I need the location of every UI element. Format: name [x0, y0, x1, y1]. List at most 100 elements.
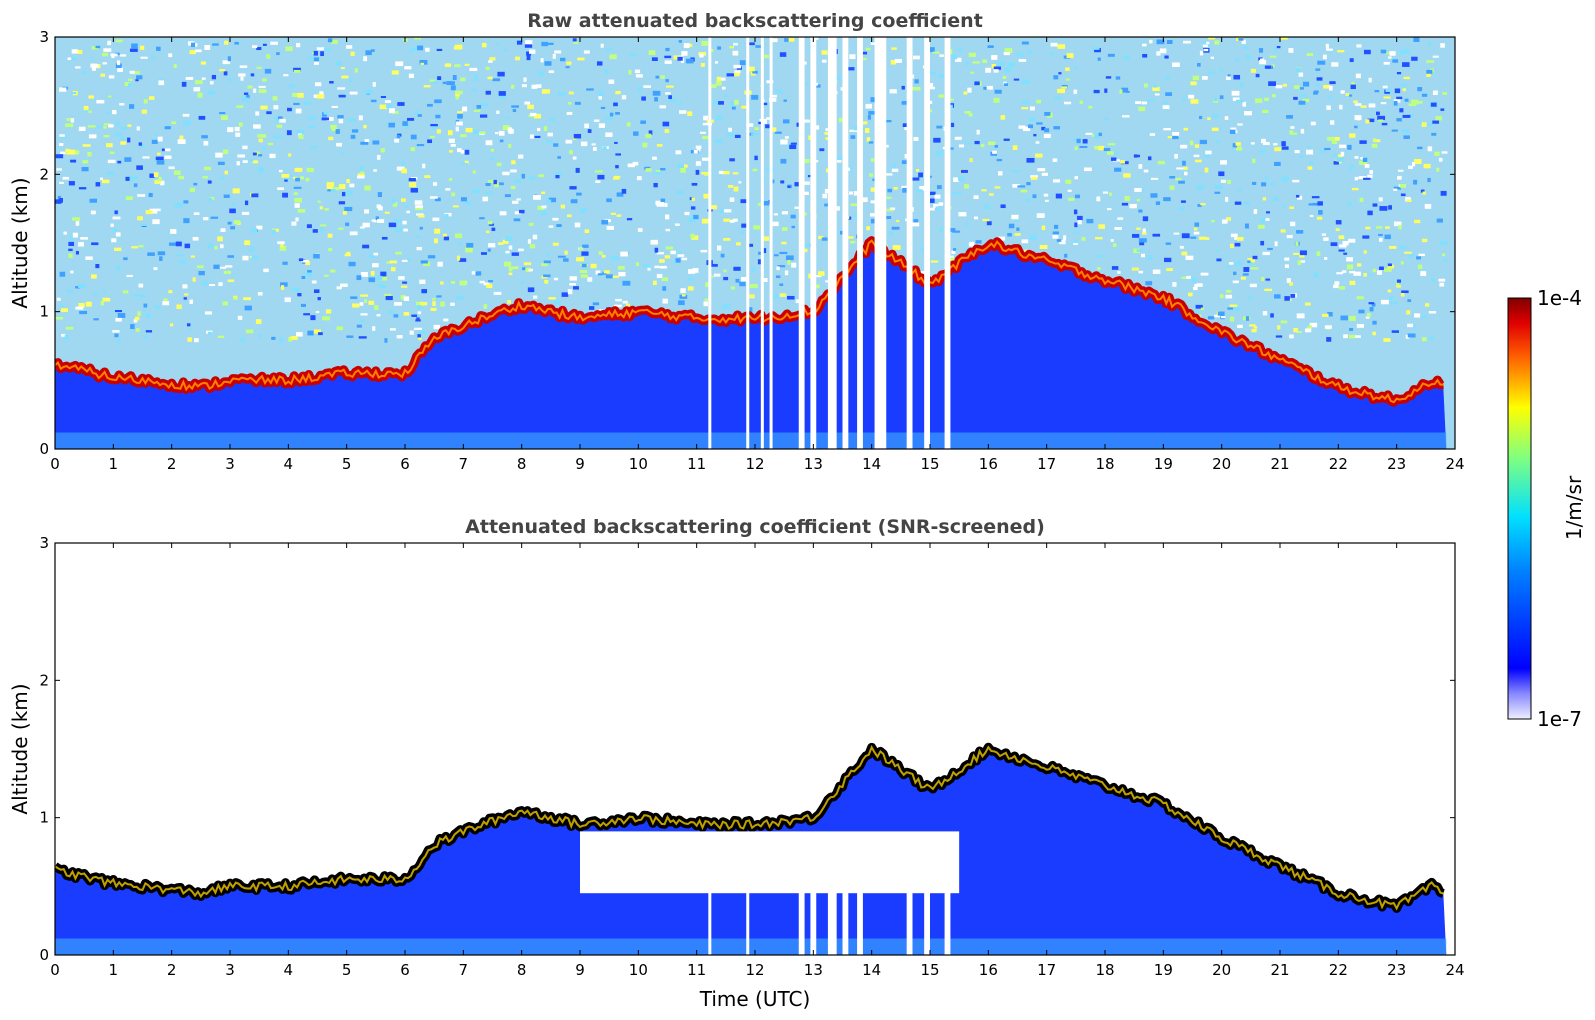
y-tick-label: 1 [39, 303, 49, 321]
x-tick-label: 5 [342, 455, 352, 473]
data-gap [798, 886, 805, 955]
data-gap [798, 37, 805, 449]
data-gap [874, 37, 887, 449]
colorbar: 1e-4 1e-7 1/m/sr [1507, 286, 1586, 731]
x-tick-label: 12 [745, 455, 764, 473]
x-tick-label: 14 [862, 961, 881, 979]
x-tick-label: 20 [1212, 455, 1231, 473]
x-tick-label: 11 [687, 455, 706, 473]
x-tick-label: 22 [1329, 961, 1348, 979]
y-tick-label: 3 [39, 534, 49, 552]
panel-raw: Raw attenuated backscattering coefficien… [8, 10, 1465, 473]
x-tick-label: 8 [517, 961, 527, 979]
data-gap [810, 886, 817, 955]
panel-raw-y-label: Altitude (km) [8, 177, 32, 308]
x-tick-label: 17 [1037, 961, 1056, 979]
data-gap [924, 886, 930, 955]
x-tick-label: 12 [745, 961, 764, 979]
cloud-base-edge [55, 745, 1444, 911]
panel-raw-axes: 0 1 2 3 4 5 6 7 8 9 10 11 12 13 14 15 16 17 18 19 20 21 22 23 24… [39, 28, 1464, 473]
data-gap [769, 37, 773, 449]
x-tick-label: 5 [342, 961, 352, 979]
y-tick-label: 2 [39, 165, 49, 183]
y-tick-label: 0 [39, 946, 49, 964]
x-tick-label: 19 [1154, 961, 1173, 979]
x-tick-label: 13 [804, 961, 823, 979]
x-tick-label: 15 [920, 455, 939, 473]
x-tick-label: 2 [167, 961, 177, 979]
panel-raw-title: Raw attenuated backscattering coefficien… [527, 10, 983, 32]
data-gap [708, 886, 712, 955]
surface-band [55, 432, 1447, 449]
x-tick-label: 0 [50, 961, 60, 979]
x-tick-label: 23 [1387, 455, 1406, 473]
x-tick-label: 14 [862, 455, 881, 473]
x-tick-label: 10 [629, 961, 648, 979]
data-gap [857, 886, 863, 955]
x-tick-label: 8 [517, 455, 527, 473]
data-gap [906, 886, 913, 955]
data-gap [810, 37, 817, 449]
data-gap [760, 37, 764, 449]
x-tick-label: 6 [400, 455, 410, 473]
x-tick-label: 9 [575, 455, 585, 473]
x-tick-label: 7 [459, 961, 469, 979]
x-tick-label: 22 [1329, 455, 1348, 473]
x-tick-label: 15 [920, 961, 939, 979]
colorbar-max-label: 1e-4 [1537, 286, 1582, 310]
data-gap [944, 37, 951, 449]
x-tick-label: 7 [459, 455, 469, 473]
colorbar-min-label: 1e-7 [1537, 707, 1582, 731]
colorbar-gradient [1507, 297, 1532, 720]
data-gap [842, 37, 849, 449]
x-tick-label: 13 [804, 455, 823, 473]
data-gap [746, 886, 750, 955]
x-tick-label: 21 [1270, 961, 1289, 979]
data-gap [906, 37, 913, 449]
x-tick-label: 10 [629, 455, 648, 473]
x-tick-label: 1 [109, 455, 119, 473]
panel-raw-heatmap [55, 37, 1455, 449]
panel-screened-axes: 0 1 2 3 4 5 6 7 8 9 10 11 12 13 14 15 16 17 18 19 20 21 22 23 24… [39, 534, 1464, 979]
x-tick-label: 18 [1095, 455, 1114, 473]
x-tick-label: 11 [687, 961, 706, 979]
x-tick-label: 3 [225, 961, 235, 979]
x-tick-label: 16 [979, 961, 998, 979]
data-gap [708, 37, 712, 449]
surface-band [55, 938, 1447, 955]
data-gap [827, 886, 837, 955]
x-tick-label: 18 [1095, 961, 1114, 979]
x-tick-label: 23 [1387, 961, 1406, 979]
x-tick-label: 17 [1037, 455, 1056, 473]
panel-screened: Attenuated backscattering coefficient (S… [8, 516, 1465, 1011]
data-gap [857, 37, 863, 449]
x-axis-label: Time (UTC) [699, 987, 811, 1011]
x-tick-label: 21 [1270, 455, 1289, 473]
y-tick-label: 1 [39, 809, 49, 827]
boundary-layer [55, 243, 1447, 449]
x-tick-label: 1 [109, 961, 119, 979]
x-tick-label: 4 [284, 961, 294, 979]
x-tick-label: 4 [284, 455, 294, 473]
x-tick-label: 16 [979, 455, 998, 473]
panel-screened-heatmap [55, 543, 1455, 955]
noise-speckle [55, 37, 1448, 344]
data-gap [924, 37, 930, 449]
data-gap [944, 886, 951, 955]
colorbar-unit-label: 1/m/sr [1562, 475, 1586, 540]
x-tick-label: 24 [1445, 961, 1464, 979]
panel-screened-title: Attenuated backscattering coefficient (S… [465, 516, 1045, 538]
x-tick-label: 3 [225, 455, 235, 473]
x-tick-label: 20 [1212, 961, 1231, 979]
x-tick-label: 6 [400, 961, 410, 979]
y-tick-label: 0 [39, 440, 49, 458]
x-tick-label: 2 [167, 455, 177, 473]
screened-region [580, 831, 960, 894]
x-tick-label: 24 [1445, 455, 1464, 473]
x-tick-label: 9 [575, 961, 585, 979]
y-tick-label: 3 [39, 28, 49, 46]
panel-screened-y-label: Altitude (km) [8, 683, 32, 814]
x-tick-label: 0 [50, 455, 60, 473]
data-gap [827, 37, 837, 449]
